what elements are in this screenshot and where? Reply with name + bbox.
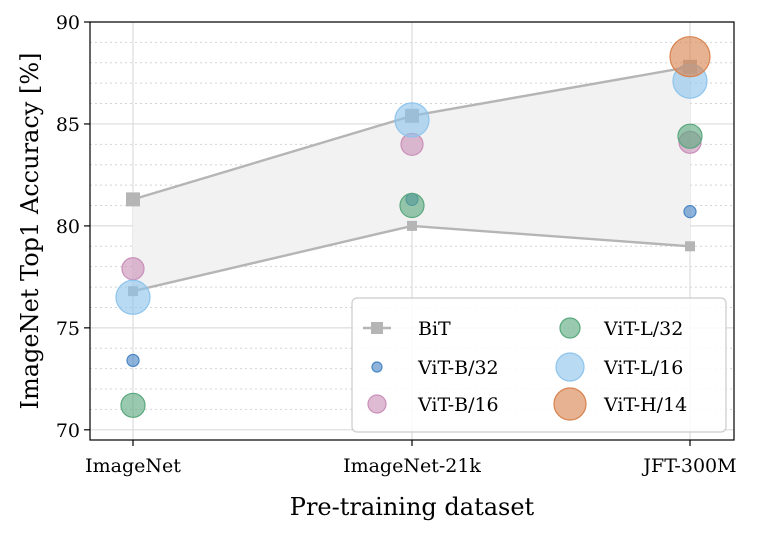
- point-vit-l-32: [399, 192, 425, 219]
- point-vit-l-32: [120, 392, 146, 418]
- y-axis-label: ImageNet Top1 Accuracy [%]: [16, 52, 44, 409]
- x-tick-label: ImageNet-21k: [343, 455, 481, 477]
- bit-lower-marker: [407, 220, 417, 231]
- y-tick-label: 80: [56, 216, 80, 238]
- point-vit-b-32: [683, 205, 697, 219]
- legend-label: ViT-H/14: [603, 394, 687, 416]
- y-tick-label: 85: [56, 114, 80, 136]
- x-axis-label: Pre-training dataset: [290, 493, 535, 521]
- point-vit-l-16: [394, 102, 430, 138]
- legend-label: ViT-L/32: [603, 318, 683, 340]
- legend: BiT ViT-B/32 ViT-B/16 ViT-L/32 ViT-L/16 ViT-H…: [351, 297, 727, 433]
- point-vit-h-14: [669, 36, 711, 78]
- x-tick-label: JFT-300M: [641, 455, 736, 477]
- legend-label: ViT-L/16: [603, 357, 683, 379]
- y-tick-label: 75: [56, 318, 80, 340]
- legend-marker-vit-h-14: [553, 387, 587, 421]
- point-vit-b-16: [121, 257, 145, 281]
- data-points: [115, 36, 711, 418]
- point-vit-l-32: [677, 123, 703, 149]
- y-tick-label: 90: [56, 12, 80, 34]
- point-vit-b-32: [126, 353, 140, 368]
- legend-marker-vit-l-32: [559, 317, 581, 339]
- axes: 70 75 80 85 90 ImageNet ImageNet-21k JFT-300M: [56, 12, 737, 477]
- point-vit-l-16: [115, 279, 151, 315]
- legend-label: ViT-B/32: [417, 357, 499, 379]
- legend-label: ViT-B/16: [417, 394, 499, 416]
- legend-marker-bit: [371, 322, 383, 334]
- bit-lower-marker: [685, 241, 695, 252]
- legend-label: BiT: [418, 318, 451, 340]
- legend-marker-vit-b-16: [367, 394, 387, 414]
- legend-marker-vit-b-32: [371, 361, 383, 373]
- legend-marker-vit-l-16: [555, 352, 585, 382]
- y-tick-label: 70: [56, 420, 80, 442]
- legend-box: [351, 297, 727, 433]
- bit-upper-marker: [126, 192, 140, 207]
- x-tick-label: ImageNet: [85, 455, 181, 477]
